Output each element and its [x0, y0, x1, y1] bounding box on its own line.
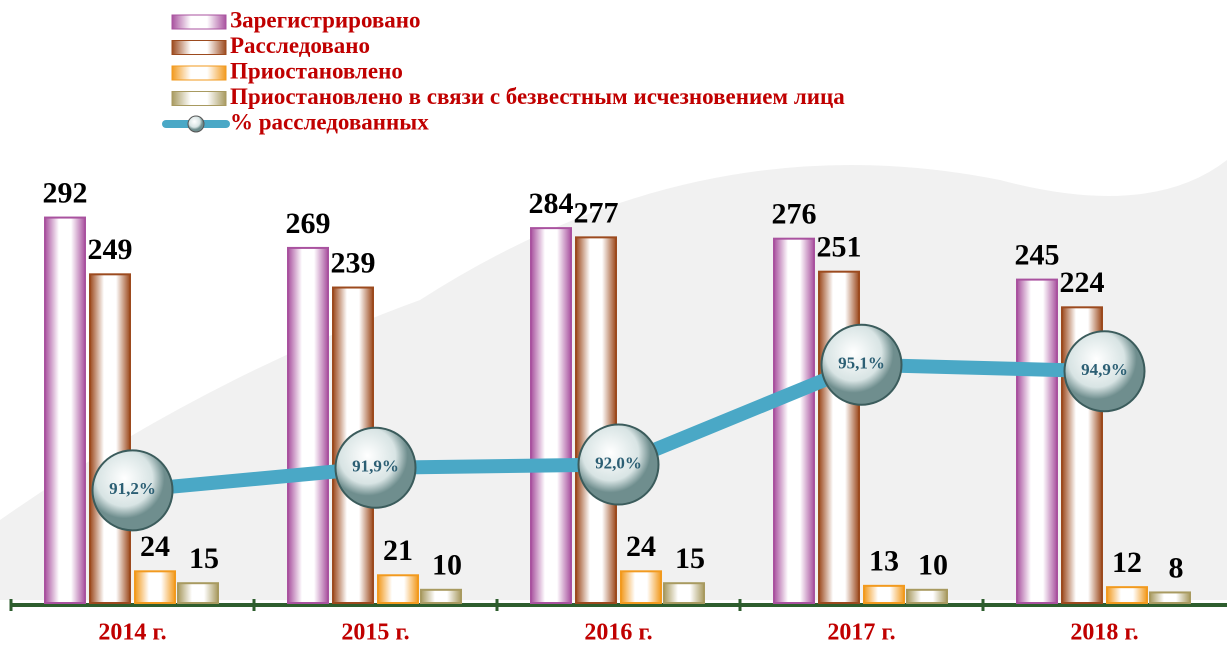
data-label: 269 [286, 207, 331, 240]
line-marker [577, 423, 660, 506]
x-tick-label: 2016 г. [584, 620, 652, 646]
bar [1106, 586, 1148, 604]
data-label: 91,2% [109, 479, 156, 498]
data-label: 276 [772, 198, 817, 231]
x-tick-label: 2014 г. [98, 620, 166, 646]
data-label: 91,9% [352, 457, 399, 476]
legend-marker [187, 115, 205, 133]
legend-label: Приостановлено [230, 58, 403, 83]
bar [906, 588, 948, 604]
data-label: 15 [189, 542, 219, 575]
bar [863, 584, 905, 605]
line-marker [820, 323, 903, 406]
legend-label: Зарегистрировано [230, 7, 421, 32]
bar [1149, 591, 1191, 605]
data-label: 13 [869, 545, 899, 578]
data-label: 239 [331, 246, 376, 279]
data-label: 284 [529, 187, 574, 220]
x-tick-label: 2018 г. [1070, 620, 1138, 646]
data-label: 292 [43, 176, 88, 209]
legend-swatch [171, 14, 227, 30]
data-label: 245 [1015, 238, 1060, 271]
data-label: 24 [626, 530, 656, 563]
data-label: 249 [88, 233, 133, 266]
data-label: 10 [432, 549, 462, 582]
data-label: 10 [918, 549, 948, 582]
x-tick-label: 2017 г. [827, 620, 895, 646]
line-marker [91, 449, 174, 532]
legend-label: % расследованных [230, 109, 429, 134]
bar [134, 570, 176, 605]
legend-swatch [171, 91, 227, 106]
data-label: 95,1% [838, 354, 885, 373]
line-marker [1063, 330, 1146, 413]
bar [287, 246, 329, 604]
data-label: 21 [383, 534, 413, 567]
data-label: 12 [1112, 546, 1142, 579]
data-label: 251 [817, 231, 862, 264]
legend-swatch [171, 40, 227, 55]
data-label: 8 [1169, 551, 1184, 584]
data-label: 277 [574, 196, 619, 229]
bar [530, 227, 572, 604]
line-marker [334, 426, 417, 509]
x-tick-label: 2015 г. [341, 620, 409, 646]
bar [620, 570, 662, 605]
legend-swatch [171, 65, 227, 81]
bar [377, 574, 419, 605]
data-label: 92,0% [595, 453, 642, 472]
bar [773, 237, 815, 604]
data-label: 94,9% [1081, 360, 1128, 379]
bar [575, 236, 617, 605]
legend-label: Приостановлено в связи с безвестным исче… [230, 84, 845, 109]
bar [44, 216, 86, 604]
data-label: 15 [675, 542, 705, 575]
bar [1016, 278, 1058, 604]
data-label: 224 [1060, 266, 1105, 299]
bar [177, 582, 219, 605]
bar [89, 273, 131, 604]
data-label: 24 [140, 530, 170, 563]
bar [420, 588, 462, 604]
bar [663, 582, 705, 605]
bar [818, 270, 860, 604]
legend-label: Расследовано [230, 33, 370, 58]
